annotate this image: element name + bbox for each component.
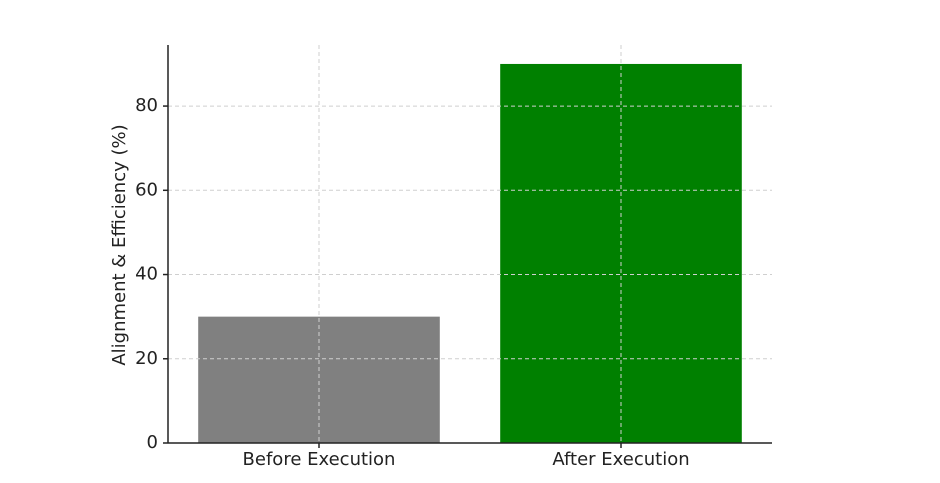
x-tick-label: Before Execution [243,449,396,470]
bar [500,63,742,443]
y-tick-label: 0 [147,432,158,453]
y-tick-label: 80 [135,95,158,116]
bar [198,316,440,443]
y-tick-label: 40 [135,264,158,285]
y-axis-label: Alignment & Efficiency (%) [109,124,130,365]
y-tick-label: 20 [135,348,158,369]
x-tick-label: After Execution [552,449,689,470]
y-tick-label: 60 [135,179,158,200]
